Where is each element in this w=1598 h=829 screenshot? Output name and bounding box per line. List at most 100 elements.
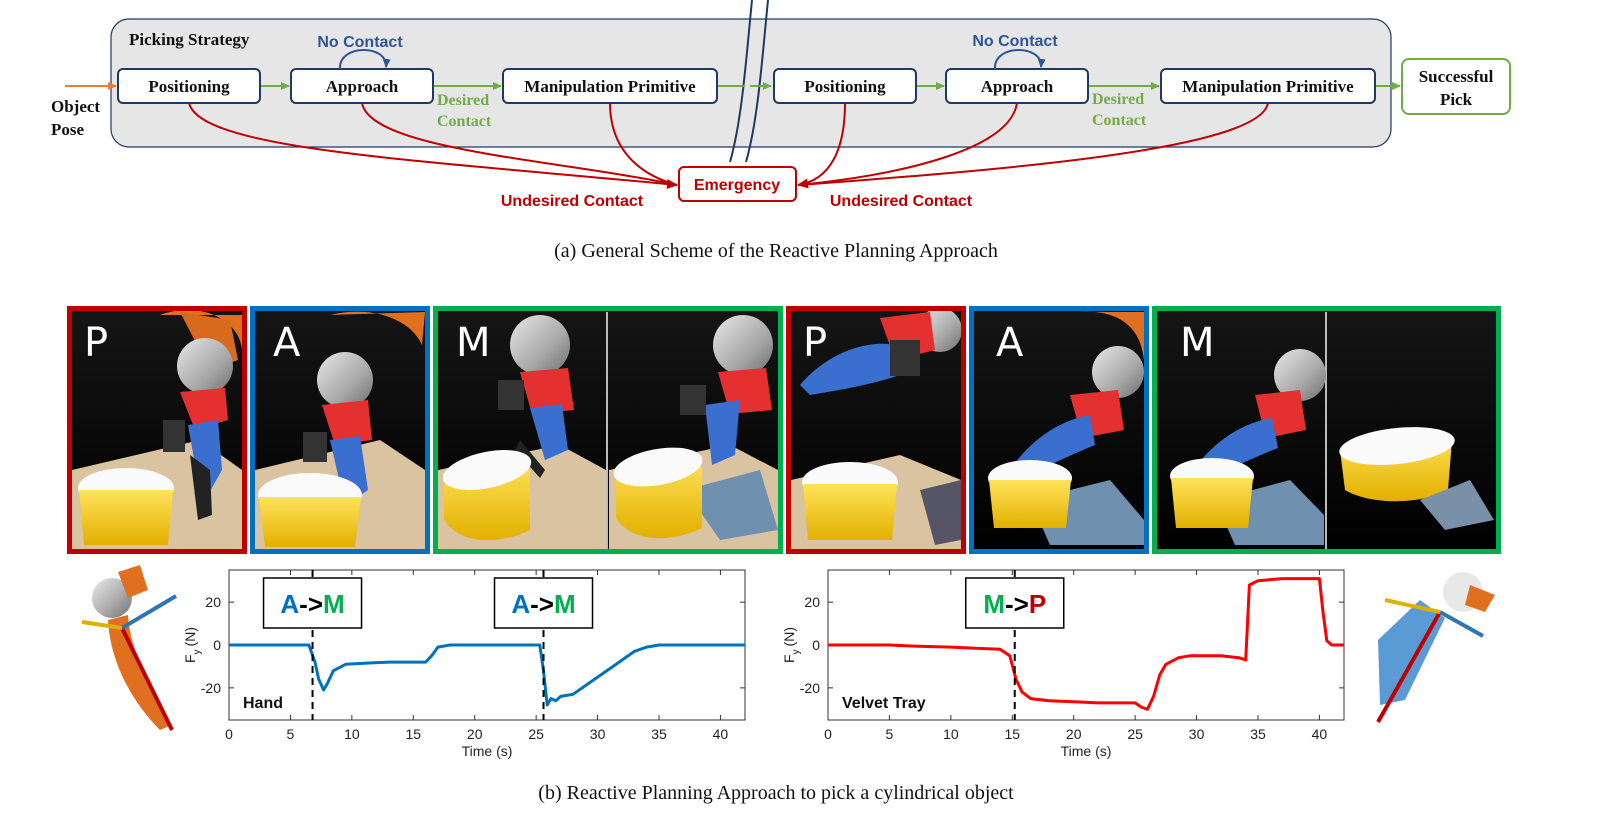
positioning-label: Positioning (148, 77, 230, 96)
photo-panel-positioning: P (67, 306, 247, 554)
blue-glove (530, 404, 568, 460)
phase-letter: A (996, 320, 1024, 366)
emergency-label: Emergency (694, 177, 780, 194)
force-plot-velvet-tray: 0 5 10 15 20 25 30 35 40 20 0 -20 Time (s) Fy(N) Velve… (781, 569, 1345, 759)
caption-b: (b) Reactive Planning Approach to pick a… (538, 782, 1014, 804)
blue-glove (800, 343, 900, 395)
no-contact-label: No Contact (317, 34, 403, 51)
x-tick-label: 30 (1189, 726, 1205, 742)
photo-strip: P A (67, 306, 1501, 554)
break-line (729, 0, 753, 163)
photo-panel-approach: A (969, 306, 1149, 554)
plot-annotation: Hand (243, 695, 283, 712)
yellow-tub (79, 490, 173, 545)
desired-contact-label: Desired (437, 92, 489, 109)
desired-contact-label: Desired (1092, 91, 1144, 108)
transition-label: M->P (983, 589, 1046, 619)
robot-arm (330, 311, 425, 345)
tray-illustration (1376, 572, 1495, 723)
y-axis-label: Fy(N) (182, 627, 203, 663)
phase-letter: A (273, 320, 301, 366)
transition-label-box (964, 577, 1065, 629)
picking-strategy-label: Picking Strategy (129, 30, 250, 49)
yellow-tub (803, 484, 897, 540)
force-series-line (828, 577, 1344, 711)
robot-wrist (317, 352, 373, 408)
phase-letter: P (803, 320, 827, 366)
positioning-label: Positioning (804, 77, 886, 96)
force-plot-hand: 0 5 10 15 20 25 30 35 40 20 0 -20 Time (s) Fy(N) Hand A… (182, 569, 746, 759)
photo-panel-positioning: P (786, 306, 966, 554)
y-axis-arrow (120, 594, 178, 630)
x-tick-label: 10 (344, 726, 360, 742)
velvet-tray (1420, 480, 1494, 530)
photo-frame (67, 306, 247, 554)
phase-letter: M (456, 320, 491, 366)
plot-annotation: Velvet Tray (842, 695, 926, 712)
yellow-tub (1171, 478, 1253, 528)
hand-illustration (81, 565, 178, 731)
transition-label-box (262, 577, 363, 629)
hand-part (303, 432, 327, 462)
manipulation-primitive-label: Manipulation Primitive (1182, 77, 1354, 96)
tub-lid (442, 450, 532, 490)
x-tick-label: 35 (651, 726, 667, 742)
phase-letter: M (1180, 320, 1215, 366)
photo-panel-manipulation: M (433, 306, 783, 554)
x-axis-arrow (81, 620, 123, 630)
velvet-tray (685, 470, 778, 540)
approach-label: Approach (326, 77, 399, 96)
robot-arm (1080, 311, 1144, 360)
undesired-contact-arrow (797, 102, 1018, 186)
successful-pick-box (1401, 58, 1511, 115)
x-tick-label: 20 (467, 726, 483, 742)
robot-wrist (510, 315, 570, 375)
x-axis-label: Time (s) (1061, 743, 1112, 759)
red-glove (520, 368, 574, 414)
hand-part (163, 420, 185, 452)
z-axis-arrow (120, 627, 174, 731)
scheme: Picking Strategy Object Pose Positioning… (51, 0, 1511, 210)
no-contact-loop (338, 49, 391, 70)
robot-wrist (1274, 349, 1326, 401)
photo-panel-approach: A (250, 306, 430, 554)
photo-frame (1152, 306, 1501, 554)
no-contact-loop (993, 49, 1046, 70)
finger (190, 455, 212, 520)
x-tick-label: 20 (1066, 726, 1082, 742)
x-tick-label: 0 (225, 726, 233, 742)
x-tick-label: 25 (1127, 726, 1143, 742)
x-tick-label: 15 (1004, 726, 1020, 742)
undesired-contact-label: Undesired Contact (830, 193, 973, 210)
photo-panel-manipulation: M (1152, 306, 1501, 554)
hand-part (890, 340, 920, 376)
hand-part (680, 385, 706, 415)
approach-label: Approach (981, 77, 1054, 96)
transition-label: A->M (280, 589, 344, 619)
successful-pick-label: Successful (1419, 67, 1494, 86)
x-axis-arrow (1384, 598, 1441, 614)
y-tick-label: -20 (201, 680, 221, 696)
y-tick-label: 20 (205, 594, 221, 610)
photo-frame (250, 306, 430, 554)
blue-glove (705, 400, 740, 465)
desired-contact-label: Contact (1092, 112, 1147, 129)
photo-frame (433, 306, 783, 554)
undesired-contact-arrow (361, 102, 678, 186)
undesired-contact-arrow (609, 102, 678, 186)
x-tick-label: 40 (713, 726, 729, 742)
manipulation-primitive-label: Manipulation Primitive (524, 77, 696, 96)
red-glove (322, 400, 372, 445)
photo-frame (786, 306, 966, 554)
y-tick-label: 20 (804, 594, 820, 610)
desired-contact-label: Contact (437, 113, 492, 130)
object-pose-label: Pose (51, 120, 85, 139)
undesired-contact-arrow (797, 102, 846, 189)
phase-letter: P (84, 320, 108, 366)
transition-label-box (493, 577, 594, 629)
x-tick-label: 30 (590, 726, 606, 742)
yellow-tub (989, 480, 1071, 528)
y-tick-label: 0 (812, 637, 820, 653)
x-tick-label: 35 (1250, 726, 1266, 742)
